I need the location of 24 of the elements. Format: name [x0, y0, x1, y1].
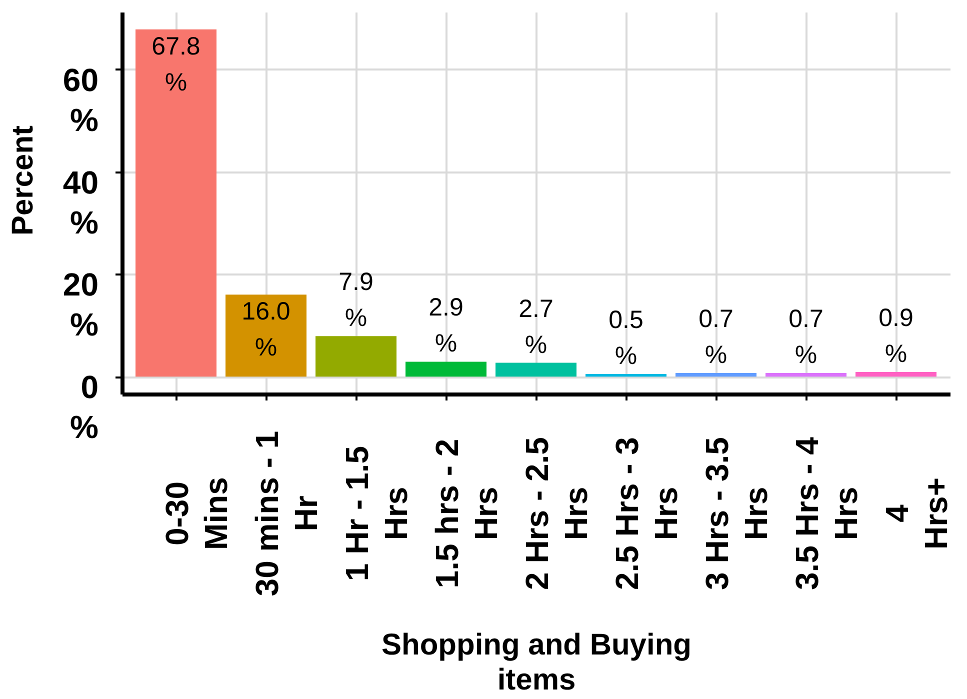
x-tick-label: 2 Hrs - 2.5 Hrs	[519, 437, 594, 590]
x-tick-label: 4 Hrs+	[879, 477, 954, 550]
x-tick-label: 3 Hrs - 3.5 Hrs	[699, 437, 774, 590]
data-label: 16.0 %	[242, 298, 290, 362]
x-tick-label: 0-30 Mins	[159, 477, 234, 550]
data-label: 0.7 %	[698, 305, 734, 370]
y-axis-title: Percent	[6, 125, 40, 236]
y-tick-label: 20 %	[62, 266, 98, 343]
y-tick-label: 40 %	[62, 164, 98, 240]
data-label: 2.7 %	[518, 294, 554, 359]
x-tick-label: 3.5 Hrs - 4 Hrs	[789, 436, 864, 590]
data-label: 0.5 %	[608, 306, 644, 370]
y-tick-label: 60 %	[62, 62, 98, 138]
data-label: 0.7 %	[788, 305, 824, 370]
data-label: 7.9 %	[338, 268, 374, 332]
x-tick-label: 1.5 hrs - 2 Hrs	[429, 438, 504, 588]
data-label: 67.8 %	[152, 32, 200, 96]
x-axis-title: Shopping and Buying items	[382, 628, 692, 696]
x-tick-label: 2.5 Hrs - 3 Hrs	[609, 437, 684, 590]
y-tick-label: 0 %	[70, 369, 98, 446]
data-label: 2.9 %	[428, 294, 464, 358]
x-tick-label: 30 mins - 1 Hr	[249, 430, 324, 596]
data-label: 0.9 %	[878, 304, 914, 368]
x-tick-label: 1 Hr - 1.5 Hrs	[339, 446, 414, 582]
